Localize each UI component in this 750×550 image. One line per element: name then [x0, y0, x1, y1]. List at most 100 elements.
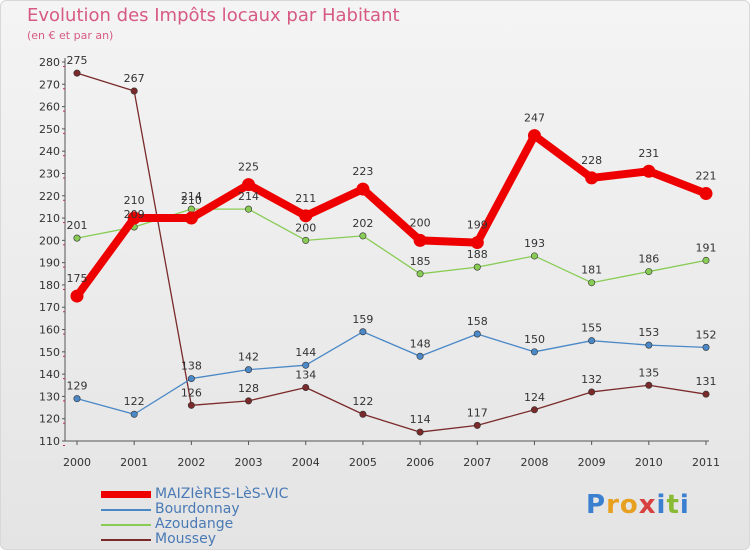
data-point-1 [130, 410, 138, 418]
data-label-3: 117 [467, 406, 488, 419]
data-label-0: 231 [638, 147, 659, 160]
data-point-0 [242, 178, 256, 192]
data-label-1: 148 [410, 337, 431, 350]
data-point-3 [359, 410, 367, 418]
y-tick-label: 200 [39, 234, 60, 247]
y-tick-label: 210 [39, 212, 60, 225]
data-point-3 [302, 383, 310, 391]
legend-swatch [101, 539, 151, 541]
series-line-0 [73, 131, 710, 301]
y-tick-label: 120 [39, 413, 60, 426]
legend-label: Moussey [155, 531, 217, 547]
data-label-3: 132 [581, 373, 602, 386]
data-point-2 [702, 256, 710, 264]
y-tick-label: 230 [39, 167, 60, 180]
y-tick-label: 140 [39, 368, 60, 381]
y-tick-label: 260 [39, 101, 60, 114]
data-point-3 [130, 87, 138, 95]
data-label-0: 200 [410, 216, 431, 229]
data-point-2 [645, 268, 653, 276]
data-label-0: 221 [696, 170, 717, 183]
data-label-2: 214 [238, 190, 259, 203]
data-label-0: 210 [181, 194, 202, 207]
series-line-2 [76, 208, 707, 284]
data-point-1 [530, 348, 538, 356]
x-tick-label: 2008 [520, 456, 548, 469]
data-label-3: 126 [181, 386, 202, 399]
data-point-0 [70, 289, 84, 303]
data-label-3: 124 [524, 391, 545, 404]
data-label-1: 159 [352, 313, 373, 326]
series-line-3 [76, 72, 707, 433]
data-label-1: 138 [181, 360, 202, 373]
x-tick-label: 2005 [349, 456, 377, 469]
y-tick-label: 190 [39, 257, 60, 270]
chart-title: Evolution des Impôts locaux par Habitant [27, 5, 400, 26]
legend-swatch [101, 524, 151, 526]
data-point-1 [73, 395, 81, 403]
data-label-3: 275 [67, 54, 88, 67]
logo-letter: P [586, 490, 607, 520]
data-point-3 [73, 69, 81, 77]
data-point-1 [473, 330, 481, 338]
y-tick-label: 130 [39, 390, 60, 403]
x-tick-label: 2003 [235, 456, 263, 469]
data-point-1 [645, 341, 653, 349]
data-label-1: 152 [696, 328, 717, 341]
data-label-0: 225 [238, 161, 259, 174]
data-point-0 [184, 211, 198, 225]
data-point-0 [470, 236, 484, 250]
data-point-0 [642, 164, 656, 178]
data-label-2: 181 [581, 264, 602, 277]
data-point-0 [413, 233, 427, 247]
data-point-0 [127, 211, 141, 225]
data-point-3 [473, 421, 481, 429]
data-label-3: 122 [352, 395, 373, 408]
x-tick-label: 2004 [292, 456, 320, 469]
legend-label: Azoudange [155, 516, 234, 532]
data-point-2 [245, 205, 253, 213]
data-label-0: 211 [295, 192, 316, 205]
x-tick-label: 2002 [177, 456, 205, 469]
data-point-3 [187, 401, 195, 409]
logo-letter: i [656, 490, 667, 520]
y-tick-label: 160 [39, 324, 60, 337]
data-label-3: 131 [696, 375, 717, 388]
data-point-3 [245, 397, 253, 405]
data-label-2: 191 [696, 241, 717, 254]
legend-label: Bourdonnay [155, 501, 240, 517]
data-label-1: 144 [295, 346, 316, 359]
legend-swatch [101, 491, 151, 498]
data-label-2: 214 [181, 190, 202, 203]
data-point-2 [588, 279, 596, 287]
y-tick-label: 180 [39, 279, 60, 292]
data-label-1: 158 [467, 315, 488, 328]
data-label-0: 247 [524, 112, 545, 125]
data-label-2: 200 [295, 221, 316, 234]
data-point-0 [699, 187, 713, 201]
data-label-2: 185 [410, 255, 431, 268]
data-label-1: 142 [238, 351, 259, 364]
data-label-0: 228 [581, 154, 602, 167]
y-tick-label: 170 [39, 301, 60, 314]
data-label-2: 186 [638, 253, 659, 266]
data-point-2 [302, 236, 310, 244]
data-label-1: 129 [67, 380, 88, 393]
data-point-0 [299, 209, 313, 223]
series-line-1 [76, 331, 707, 415]
data-label-2: 201 [67, 219, 88, 232]
x-tick-label: 2001 [120, 456, 148, 469]
logo-letter: t [666, 490, 680, 520]
data-label-2: 209 [124, 208, 145, 221]
y-tick-label: 270 [39, 78, 60, 91]
data-label-0: 199 [467, 219, 488, 232]
legend-swatch [101, 509, 151, 511]
data-point-3 [530, 406, 538, 414]
data-label-2: 188 [467, 248, 488, 261]
logo-letter: r [606, 490, 620, 520]
data-label-3: 128 [238, 382, 259, 395]
data-point-1 [245, 366, 253, 374]
data-label-0: 210 [124, 194, 145, 207]
x-tick-label: 2009 [578, 456, 606, 469]
x-tick-label: 2010 [635, 456, 663, 469]
